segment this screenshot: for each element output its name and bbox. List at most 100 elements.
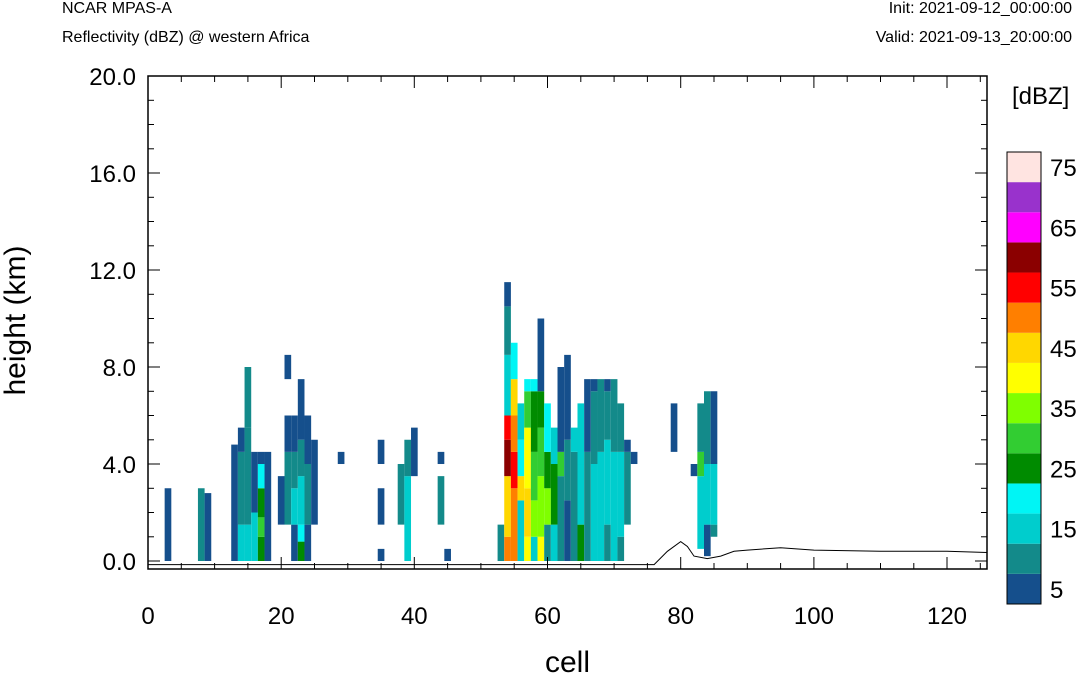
colorbar-label: 65 (1050, 215, 1077, 242)
colorbar-swatch (1007, 543, 1041, 574)
y-axis-label: height (km) (0, 245, 32, 395)
reflectivity-cell (297, 524, 305, 542)
colorbar-label: 25 (1050, 456, 1077, 483)
reflectivity-cell (564, 500, 571, 562)
reflectivity-cell (244, 524, 252, 562)
reflectivity-cell (444, 548, 451, 562)
colorbar-swatch (1007, 272, 1041, 303)
reflectivity-cell (710, 524, 718, 537)
colorbar-label: 15 (1050, 517, 1077, 544)
reflectivity-cells (164, 282, 718, 562)
model-title: NCAR MPAS-A (62, 0, 172, 17)
init-time: Init: 2021-09-12_00:00:00 (888, 0, 1072, 17)
colorbar-swatch (1007, 393, 1041, 424)
colorbar-label: 35 (1050, 396, 1077, 423)
reflectivity-cell (530, 500, 538, 537)
reflectivity-cell (197, 488, 205, 561)
axis-ticks (147, 75, 987, 569)
reflectivity-cell (710, 391, 718, 464)
reflectivity-cell (697, 451, 705, 477)
colorbar: 5 15 25 35 45 55 65 75 (1006, 151, 1077, 605)
reflectivity-cell (537, 427, 545, 477)
reflectivity-cell (550, 524, 558, 562)
colorbar-swatch (1007, 453, 1041, 484)
reflectivity-cell (544, 524, 551, 562)
reflectivity-cell (604, 524, 611, 562)
x-axis-label: cell (545, 646, 590, 677)
reflectivity-cell (697, 403, 705, 452)
reflectivity-cell (311, 439, 318, 525)
y-tick-label: 20.0 (89, 64, 136, 91)
reflectivity-cell (291, 415, 298, 452)
reflectivity-cell (550, 464, 558, 525)
reflectivity-cell (504, 306, 511, 355)
colorbar-label: 5 (1050, 577, 1063, 604)
reflectivity-cell (617, 451, 625, 537)
plot-frame (147, 75, 988, 570)
reflectivity-cell (530, 451, 538, 501)
colorbar-swatch (1007, 513, 1041, 544)
reflectivity-cell (297, 379, 305, 440)
reflectivity-cell (510, 342, 518, 380)
reflectivity-cell (204, 493, 212, 561)
reflectivity-cell (584, 451, 591, 562)
reflectivity-cell (577, 524, 585, 562)
reflectivity-cell (604, 439, 611, 525)
reflectivity-cell (544, 451, 551, 489)
reflectivity-cell (277, 476, 285, 525)
reflectivity-cell (604, 391, 611, 440)
reflectivity-cell (537, 318, 545, 392)
reflectivity-cell (604, 379, 611, 392)
reflectivity-cell (610, 379, 618, 452)
reflectivity-cell (297, 476, 305, 525)
reflectivity-cell (510, 451, 518, 489)
reflectivity-cell (337, 451, 345, 465)
reflectivity-cell (544, 488, 551, 525)
reflectivity-cell (597, 451, 605, 562)
colorbar-swatch (1007, 362, 1041, 394)
reflectivity-cell (630, 451, 638, 465)
reflectivity-cell (564, 439, 571, 501)
reflectivity-cell (504, 415, 511, 440)
colorbar-unit-label: [dBZ] (1012, 83, 1069, 110)
colorbar-swatch (1007, 182, 1041, 213)
reflectivity-cell (550, 427, 558, 465)
reflectivity-cell (437, 451, 445, 465)
x-tick-label: 60 (534, 603, 561, 630)
colorbar-frame (1006, 151, 1042, 605)
reflectivity-cell (257, 517, 265, 537)
terrain-line (148, 540, 988, 566)
colorbar-label: 45 (1050, 336, 1077, 363)
reflectivity-cell (544, 403, 551, 452)
reflectivity-cell (524, 379, 531, 392)
y-tick-label: 8.0 (103, 355, 136, 382)
x-tick-label: 120 (927, 603, 967, 630)
x-tick-label: 20 (268, 603, 295, 630)
reflectivity-cell (284, 451, 292, 525)
reflectivity-cell (590, 391, 598, 464)
reflectivity-cell (624, 439, 631, 452)
reflectivity-cell (264, 451, 272, 562)
reflectivity-cell (291, 524, 298, 562)
valid-time: Valid: 2021-09-13_20:00:00 (875, 29, 1072, 46)
reflectivity-cell (537, 391, 545, 428)
reflectivity-cell (297, 541, 305, 561)
reflectivity-cell (584, 379, 591, 452)
reflectivity-cell (411, 427, 418, 477)
reflectivity-cell (517, 476, 525, 501)
reflectivity-cell (524, 391, 531, 428)
reflectivity-cell (291, 488, 298, 525)
colorbar-label: 75 (1050, 155, 1077, 182)
reflectivity-cell (530, 391, 538, 452)
reflectivity-cell (597, 379, 605, 452)
reflectivity-cell (590, 379, 598, 392)
reflectivity-cell (524, 488, 531, 537)
reflectivity-cell (257, 464, 265, 489)
reflectivity-cell (590, 464, 598, 561)
reflectivity-cell (557, 367, 565, 452)
x-tick-labels: 0 20 40 60 80 100 120 (141, 603, 967, 630)
reflectivity-cell (524, 536, 531, 561)
reflectivity-cell (504, 439, 511, 477)
reflectivity-cell (510, 379, 518, 416)
reflectivity-cell (510, 415, 518, 452)
